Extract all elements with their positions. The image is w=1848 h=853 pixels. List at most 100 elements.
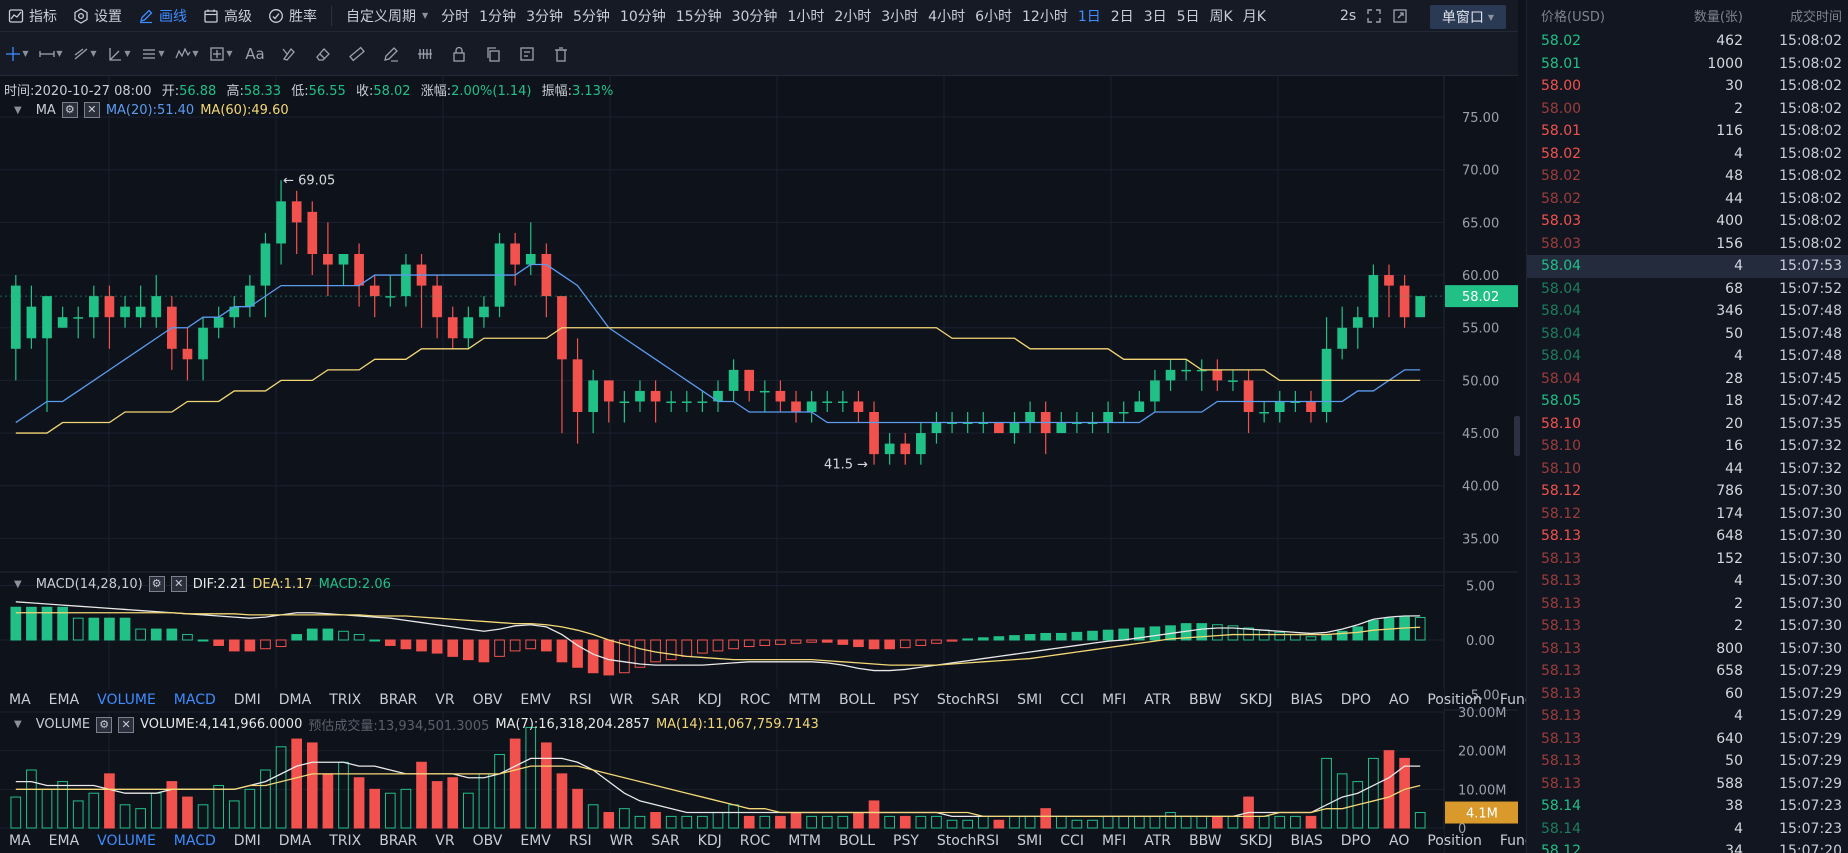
indicator-tab[interactable]: OBV [472,692,503,708]
indicator-tab[interactable]: BOLL [839,833,875,849]
indicators-button[interactable]: 指标 [0,0,65,32]
custom-period-dropdown[interactable]: 自定义周期 ▼ [338,0,436,32]
indicator-tab[interactable]: MA [9,692,31,708]
indicator-tab[interactable]: MTM [788,833,822,849]
indicator-tab[interactable]: BIAS [1290,833,1323,849]
period-option[interactable]: 3小时 [881,8,919,25]
period-option[interactable]: 10分钟 [619,8,666,25]
drawing-button[interactable]: 画线 [130,0,195,32]
indicator-tab[interactable]: Position [1427,833,1482,849]
indicator-tab[interactable]: BBW [1189,692,1222,708]
indicator-tab[interactable]: WR [609,833,634,849]
parallel-tool[interactable]: ▼ [136,39,170,69]
period-option[interactable]: 12小时 [1022,8,1068,25]
indicator-tab[interactable]: SKDJ [1239,833,1273,849]
indicator-tab[interactable]: EMV [520,692,551,708]
trend-line-tool[interactable]: ▼ [68,39,102,69]
indicator-tab[interactable]: ROC [739,833,771,849]
period-option[interactable]: 30分钟 [731,8,778,25]
indicator-tab[interactable]: BRAR [379,833,418,849]
eraser-tool[interactable] [306,39,340,69]
indicator-tab[interactable]: DMA [278,692,312,708]
indicator-tab[interactable]: StochRSI [936,833,1000,849]
period-option[interactable]: 3日 [1143,8,1167,25]
indicator-tab[interactable]: EMV [520,833,551,849]
collapse-icon[interactable]: ▼ [14,719,22,730]
indicator-tab[interactable]: DMA [278,833,312,849]
period-option[interactable]: 3分钟 [526,8,563,25]
indicator-tab[interactable]: DMI [233,692,261,708]
indicator-tab[interactable]: SMI [1017,833,1043,849]
indicator-tab[interactable]: Position [1427,692,1482,708]
indicator-tab[interactable]: TRIX [329,833,362,849]
indicator-tab[interactable]: KDJ [697,833,722,849]
indicator-tab[interactable]: SAR [651,833,680,849]
indicator-tab[interactable]: VR [435,692,455,708]
indicator-tab[interactable]: KDJ [697,692,722,708]
period-option[interactable]: 2小时 [834,8,872,25]
popout-window-icon[interactable] [1392,8,1408,24]
panel-collapse-handle[interactable] [1514,416,1520,456]
close-icon[interactable]: ✕ [83,102,100,118]
indicator-tab[interactable]: ATR [1144,692,1171,708]
indicator-tab[interactable]: BIAS [1290,692,1323,708]
fullscreen-icon[interactable] [1366,8,1382,24]
close-icon[interactable]: ✕ [170,576,187,592]
indicator-tab[interactable]: SAR [651,692,680,708]
indicator-tab[interactable]: SMI [1017,692,1043,708]
indicator-tab[interactable]: MFI [1101,833,1127,849]
indicator-tab[interactable]: VOLUME [97,692,156,708]
pen-tool[interactable] [374,39,408,69]
indicator-tab[interactable]: DPO [1340,833,1371,849]
ruler-tool[interactable] [340,39,374,69]
hide-tool[interactable] [510,39,544,69]
period-option[interactable]: 分时 [441,8,470,25]
indicator-tab[interactable]: VOLUME [97,833,156,849]
indicator-tab[interactable]: BBW [1189,833,1222,849]
lock-tool[interactable] [442,39,476,69]
period-option[interactable]: 5日 [1176,8,1200,25]
refresh-interval[interactable]: 2s [1340,8,1357,24]
bars-tool[interactable] [408,39,442,69]
period-option[interactable]: 1日 [1077,8,1101,25]
indicator-tab[interactable]: StochRSI [936,692,1000,708]
period-option[interactable]: 6小时 [975,8,1013,25]
indicator-tab[interactable]: EMA [48,692,80,708]
period-option[interactable]: 2日 [1110,8,1134,25]
indicator-tab[interactable]: ROC [739,692,771,708]
indicator-tab[interactable]: CCI [1060,692,1084,708]
indicator-tab[interactable]: DMI [233,833,261,849]
indicator-tab[interactable]: MA [9,833,31,849]
indicator-tab[interactable]: CCI [1060,833,1084,849]
close-icon[interactable]: ✕ [118,716,135,733]
period-option[interactable]: 周K [1209,8,1233,25]
brush-tool[interactable] [272,39,306,69]
period-option[interactable]: 1分钟 [479,8,517,25]
indicator-tab[interactable]: VR [435,833,455,849]
ray-tool[interactable]: ▼ [102,39,136,69]
indicator-tab[interactable]: ATR [1144,833,1171,849]
indicator-tab[interactable]: MACD [173,833,216,849]
indicator-tab[interactable]: MACD [173,692,216,708]
collapse-icon[interactable]: ▼ [14,104,22,116]
wave-tool[interactable]: ▼ [170,39,204,69]
text-tool[interactable]: Aa [238,39,272,69]
indicator-tab[interactable]: BRAR [379,692,418,708]
indicator-tab[interactable]: WR [609,692,634,708]
period-option[interactable]: 4小时 [928,8,966,25]
indicator-tab[interactable]: EMA [48,833,80,849]
gear-icon[interactable]: ⚙ [96,716,113,733]
period-option[interactable]: 月K [1242,8,1266,25]
indicator-tab[interactable]: MTM [788,692,822,708]
horizontal-line-tool[interactable]: ▼ [34,39,68,69]
settings-button[interactable]: 设置 [65,0,130,32]
measure-tool[interactable]: ▼ [204,39,238,69]
indicator-tab[interactable]: RSI [568,692,592,708]
indicator-tab[interactable]: AO [1389,833,1410,849]
gear-icon[interactable]: ⚙ [61,102,78,118]
window-mode-dropdown[interactable]: 单窗口 ▼ [1430,5,1506,29]
period-option[interactable]: 1小时 [787,8,825,25]
indicator-tab[interactable]: MFI [1101,692,1127,708]
indicator-tab[interactable]: RSI [568,833,592,849]
indicator-tab[interactable]: AO [1389,692,1410,708]
